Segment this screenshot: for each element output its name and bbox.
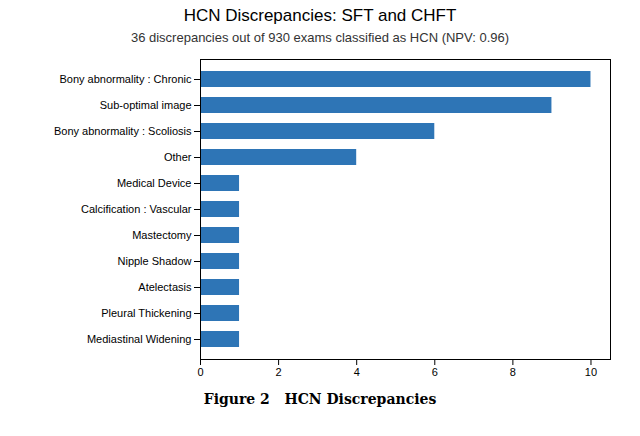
html-text:36 discrepancies out of 930 ex: 36 discrepancies out of 930 exams classi…	[130, 30, 510, 45]
svg-text:2: 2	[276, 366, 282, 378]
svg-text:Pleural Thickening: Pleural Thickening	[101, 307, 191, 319]
svg-text:Mastectomy: Mastectomy	[132, 229, 192, 241]
svg-text:Bony abnormality : Scoliosis: Bony abnormality : Scoliosis	[54, 125, 192, 137]
svg-text:Atelectasis: Atelectasis	[138, 281, 192, 293]
svg-text:4: 4	[354, 366, 360, 378]
svg-text:Nipple Shadow: Nipple Shadow	[118, 255, 192, 267]
svg-text:Calcification : Vascular: Calcification : Vascular	[81, 203, 192, 215]
svg-text:Other: Other	[164, 151, 192, 163]
svg-text:Medical Device: Medical Device	[117, 177, 192, 189]
svg-text:Sub-optimal image: Sub-optimal image	[100, 99, 192, 111]
html-text:Figure 2 HCN Discrepancies: Figure 2 HCN Discrepancies	[203, 391, 437, 407]
html-text:HCN Discrepancies: SFT and CHF: HCN Discrepancies: SFT and CHFT	[183, 6, 457, 25]
svg-text:8: 8	[510, 366, 516, 378]
svg-text:6: 6	[432, 366, 438, 378]
svg-text:Mediastinal Widening: Mediastinal Widening	[87, 333, 192, 345]
svg-text:Bony abnormality : Chronic: Bony abnormality : Chronic	[59, 73, 192, 85]
svg-text:10: 10	[585, 366, 597, 378]
svg-text:0: 0	[197, 366, 203, 378]
